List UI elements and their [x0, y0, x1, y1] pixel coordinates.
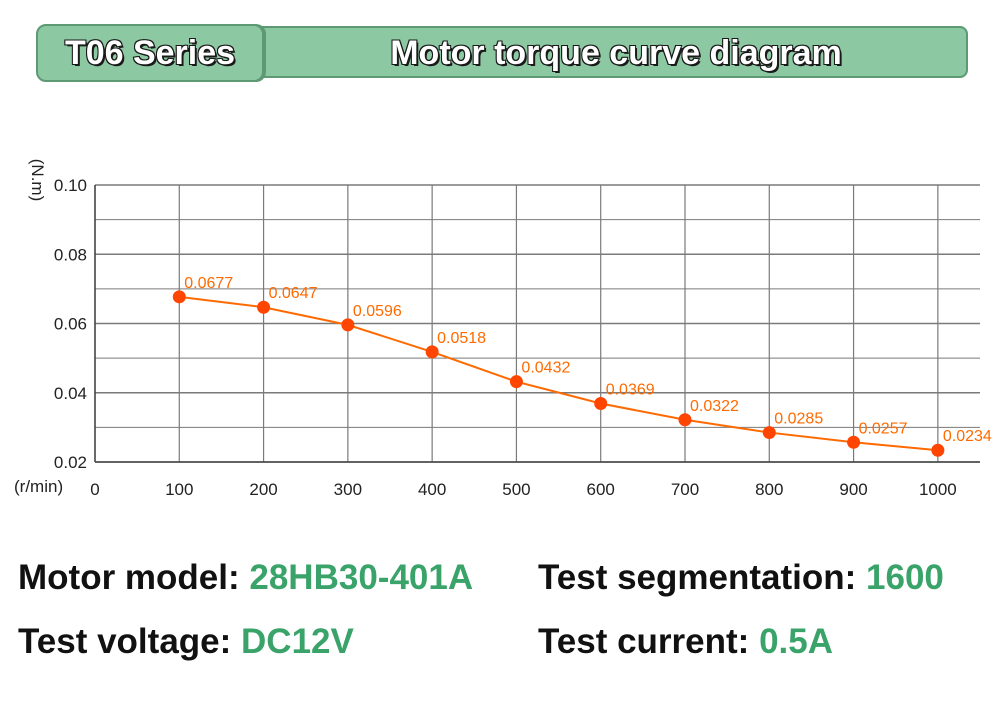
- x-tick-label: 0: [90, 480, 99, 499]
- axes: 0.02 0.04 0.06 0.08 0.10 0 100 200 300 400 500 600 7…: [54, 176, 980, 499]
- data-point: [931, 443, 945, 457]
- x-tick-label: 400: [418, 480, 446, 499]
- segmentation-value: 1600: [866, 558, 944, 597]
- segmentation-spec: Test segmentation: 1600: [538, 558, 944, 598]
- data-point: [762, 426, 776, 440]
- data-label: 0.0518: [437, 330, 486, 347]
- header-banner: T06 Series Motor torque curve diagram: [36, 24, 968, 82]
- x-tick-label: 800: [755, 480, 783, 499]
- y-tick-label: 0.10: [54, 176, 87, 195]
- data-label: 0.0234: [943, 428, 992, 445]
- data-point: [172, 290, 186, 304]
- motor-model-label: Motor model:: [18, 558, 240, 597]
- current-spec: Test current: 0.5A: [538, 622, 833, 662]
- x-tick-label: 900: [839, 480, 867, 499]
- x-tick-label: 100: [165, 480, 193, 499]
- title-bar: [236, 26, 968, 78]
- data-point: [341, 318, 355, 332]
- data-point: [257, 300, 271, 314]
- segmentation-label: Test segmentation:: [538, 558, 857, 597]
- x-tick-label: 1000: [919, 480, 957, 499]
- data-label: 0.0369: [606, 381, 655, 398]
- x-tick-label: 300: [334, 480, 362, 499]
- x-axis-label: (r/min): [14, 477, 63, 496]
- y-tick-label: 0.08: [54, 245, 87, 264]
- chart-title: Motor torque curve diagram: [389, 33, 843, 73]
- voltage-value: DC12V: [241, 622, 354, 661]
- x-tick-label: 600: [587, 480, 615, 499]
- data-points: 0.0677 0.0647 0.0596 0.0518 0.0432 0.0369 0.03…: [172, 275, 992, 457]
- data-label: 0.0677: [184, 275, 233, 292]
- current-value: 0.5A: [759, 622, 834, 661]
- data-point: [509, 375, 523, 389]
- data-label: 0.0285: [774, 411, 823, 428]
- data-point: [425, 345, 439, 359]
- x-tick-label: 700: [671, 480, 699, 499]
- data-label: 0.0647: [269, 285, 318, 302]
- y-axis-label: (N.m): [28, 159, 47, 201]
- data-point: [847, 435, 861, 449]
- grid: [95, 184, 980, 463]
- voltage-label: Test voltage:: [18, 622, 232, 661]
- motor-model-spec: Motor model: 28HB30-401A: [18, 558, 473, 598]
- x-tick-label: 200: [249, 480, 277, 499]
- motor-model-value: 28HB30-401A: [249, 558, 474, 597]
- voltage-spec: Test voltage: DC12V: [18, 622, 354, 662]
- y-tick-label: 0.06: [54, 315, 87, 334]
- series-name: T06 Series: [64, 33, 236, 73]
- y-tick-label: 0.02: [54, 453, 87, 472]
- series-tab: [36, 24, 264, 82]
- y-tick-label: 0.04: [54, 384, 87, 403]
- torque-chart: 0.02 0.04 0.06 0.08 0.10 0 100 200 300 400 500 600 7…: [14, 159, 992, 499]
- data-label: 0.0596: [353, 303, 402, 320]
- torque-curve-line: [179, 295, 938, 452]
- data-label: 0.0322: [690, 398, 739, 415]
- data-point: [678, 413, 692, 427]
- data-label: 0.0257: [859, 420, 908, 437]
- x-tick-label: 500: [502, 480, 530, 499]
- data-label: 0.0432: [521, 360, 570, 377]
- current-label: Test current:: [538, 622, 750, 661]
- data-point: [594, 396, 608, 410]
